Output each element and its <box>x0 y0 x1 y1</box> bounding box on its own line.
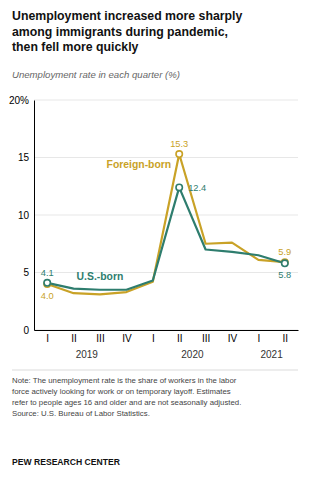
y-tick: 15 <box>18 152 34 163</box>
x-tick-label: III <box>202 333 210 344</box>
x-tick: IV <box>122 330 132 344</box>
y-tick-label: 5 <box>23 267 29 278</box>
data-label: 15.3 <box>170 139 188 149</box>
y-tick: 10 <box>18 210 34 221</box>
data-label: 4.0 <box>41 291 54 301</box>
y-tick-label: 15 <box>18 152 30 163</box>
marker <box>282 260 288 266</box>
x-tick: III <box>96 330 104 344</box>
x-tick: I <box>152 330 155 344</box>
plot-area <box>44 151 288 295</box>
y-tick: 20% <box>9 95 34 106</box>
labels: 4.0 15.3 5.9 4.1 12.4 5.8 Foreign-born U.S.-bor… <box>41 139 292 301</box>
data-label: 5.9 <box>278 247 291 257</box>
series-line <box>47 187 285 289</box>
marker <box>44 280 50 286</box>
x-tick: II <box>177 330 183 344</box>
x-tick: II <box>71 330 77 344</box>
x-tick-label: IV <box>122 333 132 344</box>
x-tick-label: I <box>152 333 155 344</box>
x-tick: I <box>46 330 49 344</box>
x-tick-label: II <box>283 333 289 344</box>
y-axis-line <box>34 101 35 331</box>
y-tick-label: 20% <box>9 95 29 106</box>
chart: Unemployment increased more sharplyamong… <box>0 0 310 483</box>
series-label: U.S.-born <box>77 271 124 282</box>
grid-line <box>34 272 298 273</box>
x-axis: IIIIIIIVIIIIIIIVIII <box>35 330 299 344</box>
separator <box>12 370 298 371</box>
grid-line <box>34 100 298 101</box>
y-tick-label: 0 <box>23 325 29 336</box>
data-label: 5.8 <box>278 270 291 280</box>
series-line <box>47 154 285 294</box>
data-label: 12.4 <box>188 183 206 193</box>
category-group-label: 2020 <box>181 349 204 360</box>
x-tick: IV <box>228 330 238 344</box>
x-tick-label: I <box>46 333 49 344</box>
series-label: Foreign-born <box>107 159 172 170</box>
grid-line <box>34 330 298 331</box>
x-tick-label: IV <box>228 333 238 344</box>
category-group-label: 2021 <box>260 349 283 360</box>
grid-line <box>34 157 298 158</box>
x-tick-label: I <box>258 333 261 344</box>
grid <box>34 100 298 330</box>
data-label: 4.1 <box>41 268 54 278</box>
x-tick-label: II <box>177 333 183 344</box>
category-group-label: 2019 <box>76 349 99 360</box>
x-tick-label: III <box>96 333 104 344</box>
source: PEW RESEARCH CENTER <box>12 457 121 467</box>
note: Note: The unemployment rate is the share… <box>12 376 241 418</box>
x-axis-line <box>35 330 299 331</box>
y-tick: 5 <box>23 267 34 278</box>
x-tick: II <box>283 330 289 344</box>
subtitle: Unemployment rate in each quarter (%) <box>12 69 180 80</box>
marker <box>176 184 182 190</box>
y-axis: 0 5 10 15 20% <box>9 95 35 336</box>
x-tick: I <box>258 330 261 344</box>
x-tick-label: II <box>71 333 77 344</box>
x-tick: III <box>202 330 210 344</box>
y-tick-label: 10 <box>18 210 30 221</box>
title: Unemployment increased more sharplyamong… <box>12 9 242 54</box>
marker <box>176 151 182 157</box>
y-tick: 0 <box>23 325 34 336</box>
